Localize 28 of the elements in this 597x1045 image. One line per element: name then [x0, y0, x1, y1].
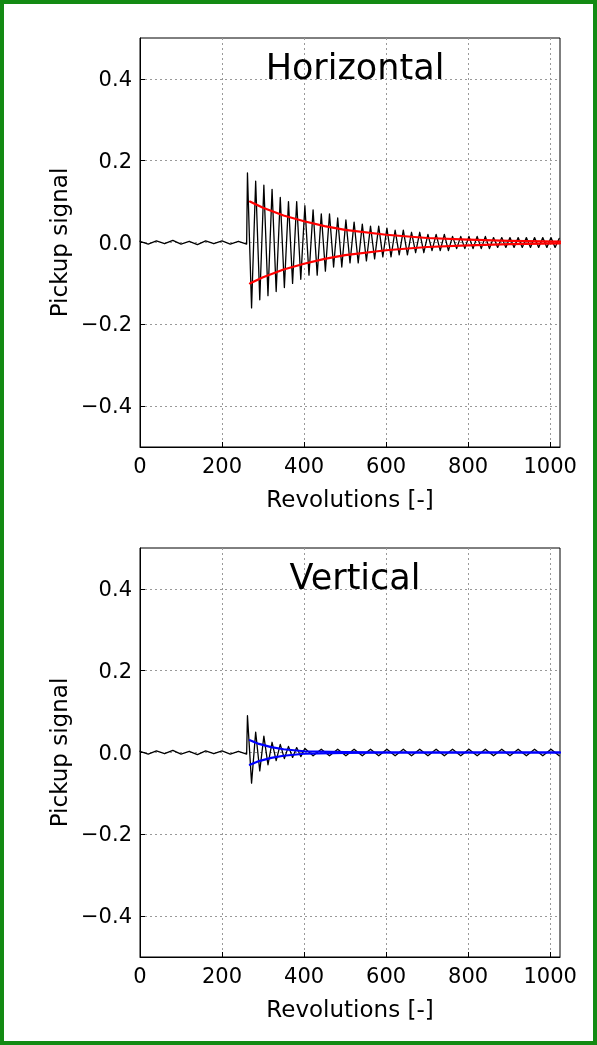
y-tick-label: 0.2 [98, 148, 132, 173]
y-tick-label: −0.4 [81, 904, 132, 929]
y-axis-title: Pickup signal [45, 167, 72, 318]
x-tick-label: 800 [448, 453, 489, 478]
x-axis-title: Revolutions [-] [266, 485, 434, 512]
y-tick-label: 0.4 [98, 66, 132, 91]
x-tick-label: 0 [133, 963, 147, 988]
x-axis-title: Revolutions [-] [266, 995, 434, 1022]
y-tick-label: 0.0 [98, 230, 132, 255]
y-axis-title: Pickup signal [45, 677, 72, 828]
x-tick-label: 600 [366, 453, 407, 478]
x-tick-label: 0 [133, 453, 147, 478]
y-tick-label: 0.4 [98, 576, 132, 601]
x-tick-label: 1000 [523, 453, 577, 478]
x-tick-label: 1000 [523, 963, 577, 988]
y-tick-label: −0.2 [81, 822, 132, 847]
x-tick-label: 200 [201, 963, 243, 988]
chart-title: Horizontal [265, 46, 445, 87]
x-tick-label: 400 [284, 453, 325, 478]
x-tick-label: 600 [366, 963, 407, 988]
y-tick-label: 0.2 [98, 658, 132, 683]
x-tick-label: 400 [284, 963, 325, 988]
y-tick-label: −0.2 [81, 312, 132, 337]
y-tick-label: 0.0 [98, 740, 132, 765]
y-tick-label: −0.4 [81, 394, 132, 419]
chart-title: Vertical [289, 556, 421, 597]
x-tick-label: 200 [201, 453, 243, 478]
x-tick-label: 800 [448, 963, 489, 988]
